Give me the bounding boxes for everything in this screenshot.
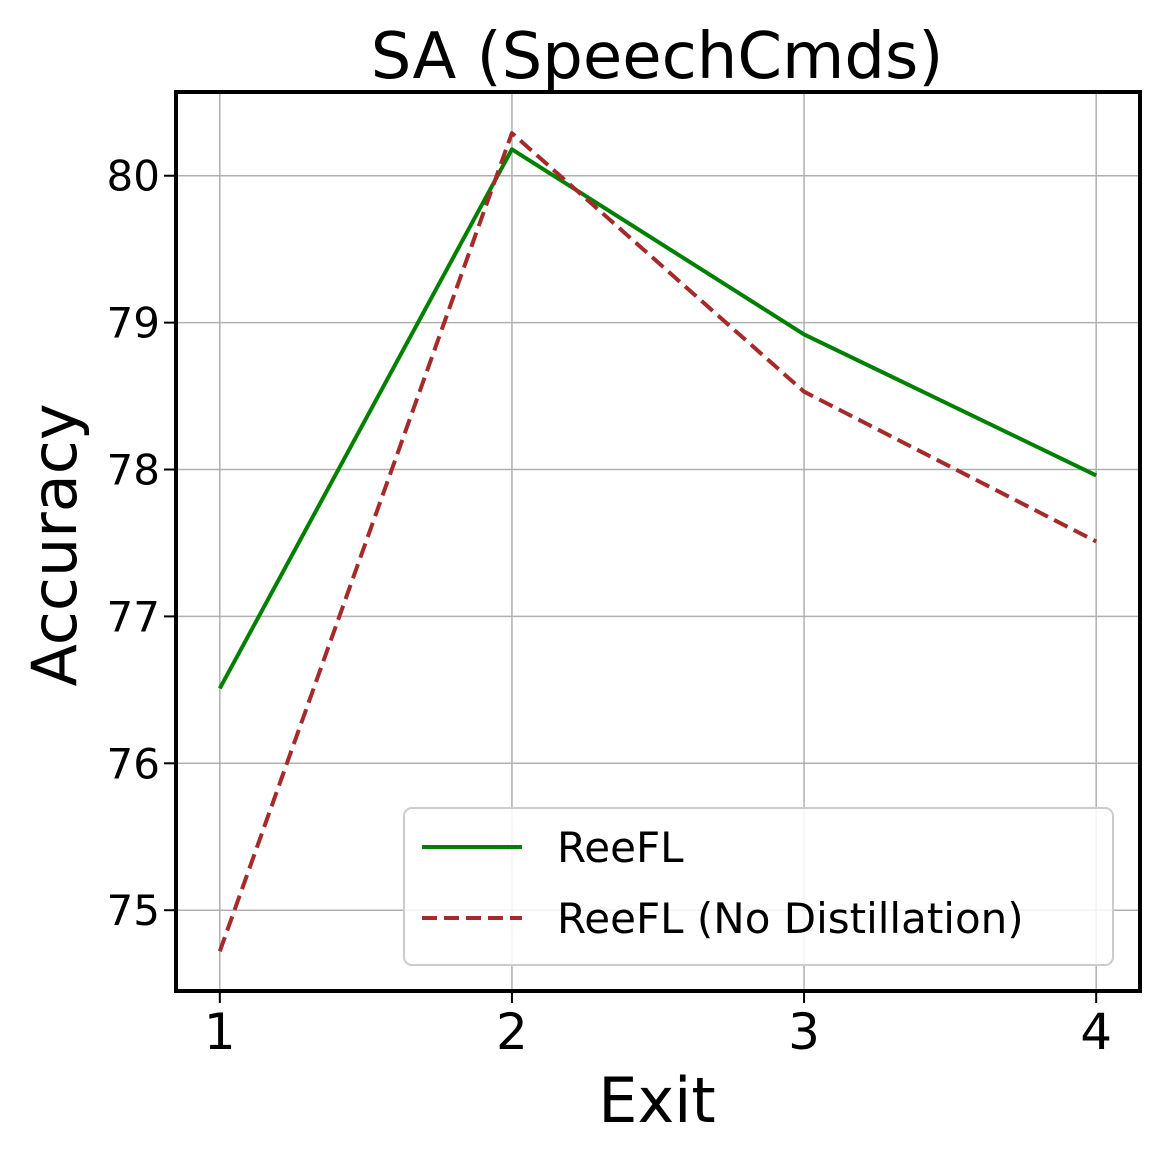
legend-label-reefl-no-distillation: ReeFL (No Distillation) [557,894,1024,943]
legend-label-reefl: ReeFL [557,823,684,872]
plot-frame [174,90,1142,993]
x-tick-label: 1 [204,1003,236,1061]
y-axis-label: Accuracy [18,403,91,686]
y-tick-label: 78 [107,446,160,495]
y-tick-label: 76 [107,739,160,788]
y-tick-label: 80 [107,152,160,201]
series-layer [217,131,1098,952]
y-tick-label: 75 [107,886,160,935]
y-tick-label: 79 [107,299,160,348]
x-tick-label: 4 [1080,1003,1112,1061]
series-line-reefl-no-distillation [217,131,1098,952]
y-tick-label: 77 [107,592,160,641]
legend: ReeFL ReeFL (No Distillation) [403,807,1114,966]
series-line-reefl [218,147,1098,690]
x-tick-label: 2 [496,1003,528,1061]
x-tick-label: 3 [788,1003,820,1061]
ticks: 1 2 3 4 75 76 77 78 79 80 [107,152,1113,1061]
x-axis-label: Exit [598,1064,715,1137]
chart-title: SA (SpeechCmds) [371,20,944,94]
legend-frame [403,807,1114,966]
